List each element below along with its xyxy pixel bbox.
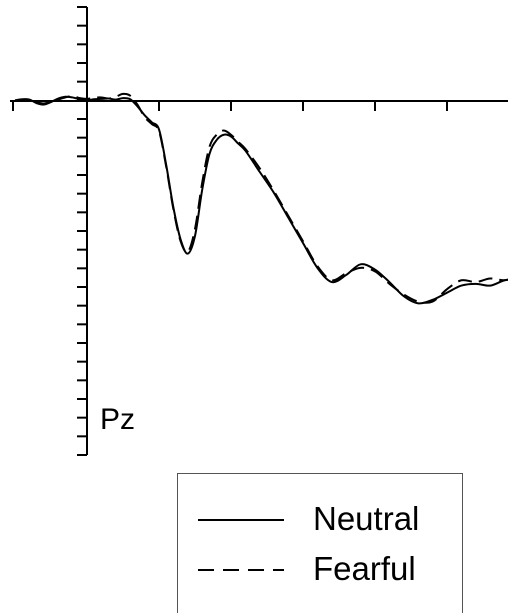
series-line-neutral — [14, 95, 508, 305]
series-group — [14, 92, 508, 305]
legend-item-fearful: Fearful — [178, 549, 462, 589]
legend: Neutral Fearful — [177, 473, 463, 613]
legend-label-fearful: Fearful — [313, 550, 416, 587]
legend-swatch-solid — [198, 519, 284, 521]
channel-label: Pz — [100, 403, 135, 436]
ticks — [12, 6, 448, 456]
series-line-fearful — [14, 92, 508, 304]
legend-label-neutral: Neutral — [313, 500, 420, 537]
legend-swatch-dashed — [198, 569, 284, 571]
legend-item-neutral: Neutral — [178, 499, 462, 539]
